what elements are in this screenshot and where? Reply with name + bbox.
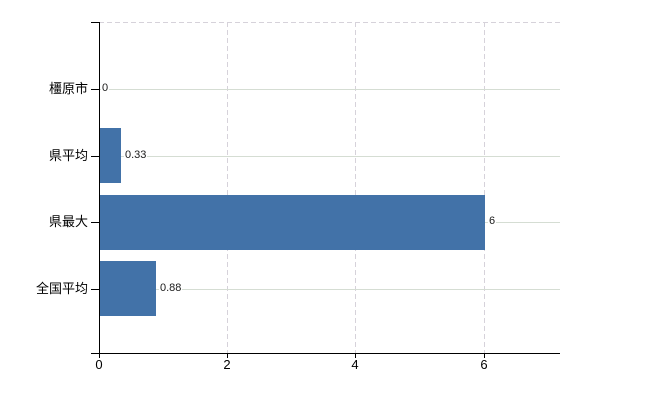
- bar-value-label: 0.88: [159, 281, 183, 296]
- h-gridline: [100, 156, 560, 157]
- v-gridline: [484, 22, 485, 353]
- bar-value-label: 0.33: [124, 148, 148, 163]
- h-gridline: [100, 89, 560, 90]
- bar-value-label: 6: [488, 214, 497, 229]
- x-axis-tick: [484, 354, 485, 358]
- h-gridline: [100, 289, 560, 290]
- x-tick-label: 2: [223, 357, 231, 372]
- x-tick-label: 6: [480, 357, 488, 372]
- category-label: 県平均: [48, 148, 88, 163]
- bar-value-label: 0: [101, 81, 110, 96]
- x-axis-line: [91, 353, 560, 354]
- v-gridline: [355, 22, 356, 353]
- plot-area: 0 0.33 6 0.88: [91, 22, 560, 358]
- v-gridline: [227, 22, 228, 353]
- x-axis-tick: [227, 354, 228, 358]
- category-label: 橿原市: [48, 81, 88, 96]
- bar: [100, 261, 156, 316]
- plot-top-border: [99, 22, 560, 23]
- bar: [100, 128, 121, 183]
- y-axis-edge-tick: [91, 353, 99, 354]
- category-label: 全国平均: [35, 281, 88, 296]
- x-axis-tick: [355, 354, 356, 358]
- category-tick: [91, 89, 99, 90]
- category-label: 県最大: [48, 214, 88, 229]
- category-tick: [91, 222, 99, 223]
- category-tick: [91, 156, 99, 157]
- y-axis-line: [99, 22, 100, 358]
- y-axis-edge-tick: [91, 22, 99, 23]
- x-tick-label: 0: [95, 357, 103, 372]
- category-tick: [91, 289, 99, 290]
- x-tick-label: 4: [351, 357, 359, 372]
- bar: [100, 195, 485, 250]
